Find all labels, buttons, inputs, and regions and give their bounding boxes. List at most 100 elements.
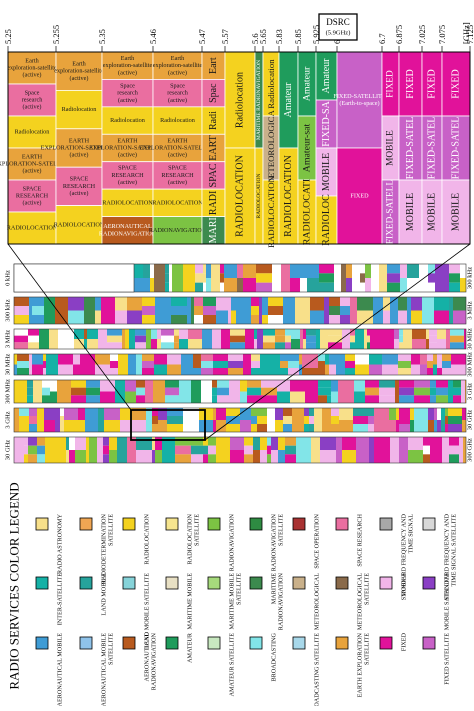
unit-label: [GHz] (461, 22, 471, 44)
allocation-block (120, 408, 132, 420)
allocation-block (226, 408, 240, 416)
allocation-block (174, 335, 179, 343)
allocation-block (86, 395, 100, 403)
legend-swatch (35, 517, 49, 531)
allocation-block (368, 424, 374, 432)
zoomed-band-5-7-ghz: Earthexploration-satellite(active)Spacer… (0, 51, 471, 248)
row-end-freq: 300 GHz (467, 438, 474, 462)
allocation-block (329, 297, 340, 306)
allocation-block (98, 329, 107, 339)
overview-row: 30 MHz 300 MHz (5, 352, 474, 377)
allocation-block (162, 437, 175, 463)
allocation-block (155, 450, 162, 463)
allocation-block (281, 264, 290, 292)
allocation-block (412, 339, 426, 349)
allocation-block (203, 445, 208, 455)
allocation-block (350, 342, 355, 349)
allocation-block (428, 408, 434, 420)
allocation-block (136, 437, 152, 450)
band-cell-label: RADIOLOCATION (235, 155, 246, 237)
allocation-block (142, 361, 154, 368)
band-cell-label: (active) (168, 69, 187, 76)
row-end-freq: 30 MHz (467, 328, 474, 350)
allocation-block (14, 380, 27, 403)
allocation-block (152, 450, 155, 463)
band-cell-label: Amateur (302, 66, 313, 101)
allocation-block (331, 416, 339, 424)
allocation-block (45, 437, 59, 463)
legend-label: LAND MOBILE (101, 573, 108, 616)
band-cell-label: MOBILE (451, 193, 462, 231)
allocation-block (453, 380, 461, 388)
allocation-block (337, 264, 341, 292)
allocation-block (174, 342, 179, 349)
allocation-block (263, 342, 275, 349)
allocation-block (449, 264, 460, 274)
allocation-block (307, 264, 319, 278)
dsrc-box (318, 13, 358, 41)
allocation-block (221, 329, 230, 349)
legend-swatch (422, 576, 436, 590)
allocation-block (449, 273, 460, 283)
allocation-block (165, 264, 169, 274)
allocation-block (27, 380, 33, 388)
legend-swatch (35, 636, 49, 650)
allocation-block (60, 424, 64, 432)
allocation-block (44, 297, 55, 324)
allocation-block (365, 380, 379, 388)
allocation-block (354, 380, 365, 392)
allocation-block (430, 387, 436, 396)
allocation-block (14, 335, 28, 343)
allocation-block (427, 354, 433, 361)
allocation-block (291, 329, 300, 339)
allocation-block (411, 310, 422, 324)
allocation-block (428, 264, 435, 274)
allocation-block (261, 387, 277, 396)
legend-swatch (335, 576, 349, 590)
legend-label: AERONAUTICAL (144, 633, 151, 682)
allocation-block (426, 329, 429, 339)
allocation-block (157, 329, 161, 339)
allocation-block (100, 391, 115, 403)
allocation-block (462, 408, 466, 420)
legend-item: FIXED (379, 632, 408, 651)
legend-swatch (165, 517, 179, 531)
legend-item: AERONAUTICAL MOBILE (35, 633, 64, 707)
allocation-block (399, 395, 414, 403)
allocation-block (423, 454, 430, 463)
allocation-block (257, 408, 267, 416)
allocation-block (243, 278, 256, 292)
band-cell-label: RADIOLOCATION (102, 199, 153, 206)
allocation-block (153, 380, 165, 403)
allocation-block (32, 297, 44, 306)
allocation-block (146, 408, 152, 432)
allocation-block (142, 297, 155, 306)
allocation-block (104, 420, 120, 432)
allocation-block (400, 264, 407, 278)
allocation-block (319, 273, 334, 283)
allocation-block (304, 416, 309, 424)
allocation-block (39, 329, 49, 349)
legend-item: AMATEUR (165, 632, 194, 663)
band-cell-label: EXPLORATION-SATELLITE (41, 145, 118, 152)
dsrc-title: DSRC (326, 17, 350, 27)
allocation-block (213, 420, 216, 432)
allocation-block (24, 454, 28, 463)
allocation-block (201, 368, 213, 375)
legend-swatch (249, 517, 263, 531)
allocation-block (390, 437, 399, 463)
allocation-block (228, 354, 243, 361)
band-cell-label: MARI (208, 217, 219, 243)
allocation-block (449, 297, 453, 324)
legend-item: AERONAUTICAL RADIONAVIGATION (122, 632, 158, 690)
band-cell-label: Radiolocation (235, 72, 246, 128)
allocation-block (360, 264, 365, 274)
allocation-block (275, 408, 283, 420)
allocation-block (135, 329, 146, 336)
band-cell-label: FIXED (386, 70, 396, 98)
allocation-block (195, 273, 203, 283)
allocation-block (78, 420, 85, 432)
allocation-block (251, 424, 257, 432)
allocation-block (288, 361, 299, 368)
allocation-block (84, 297, 95, 324)
